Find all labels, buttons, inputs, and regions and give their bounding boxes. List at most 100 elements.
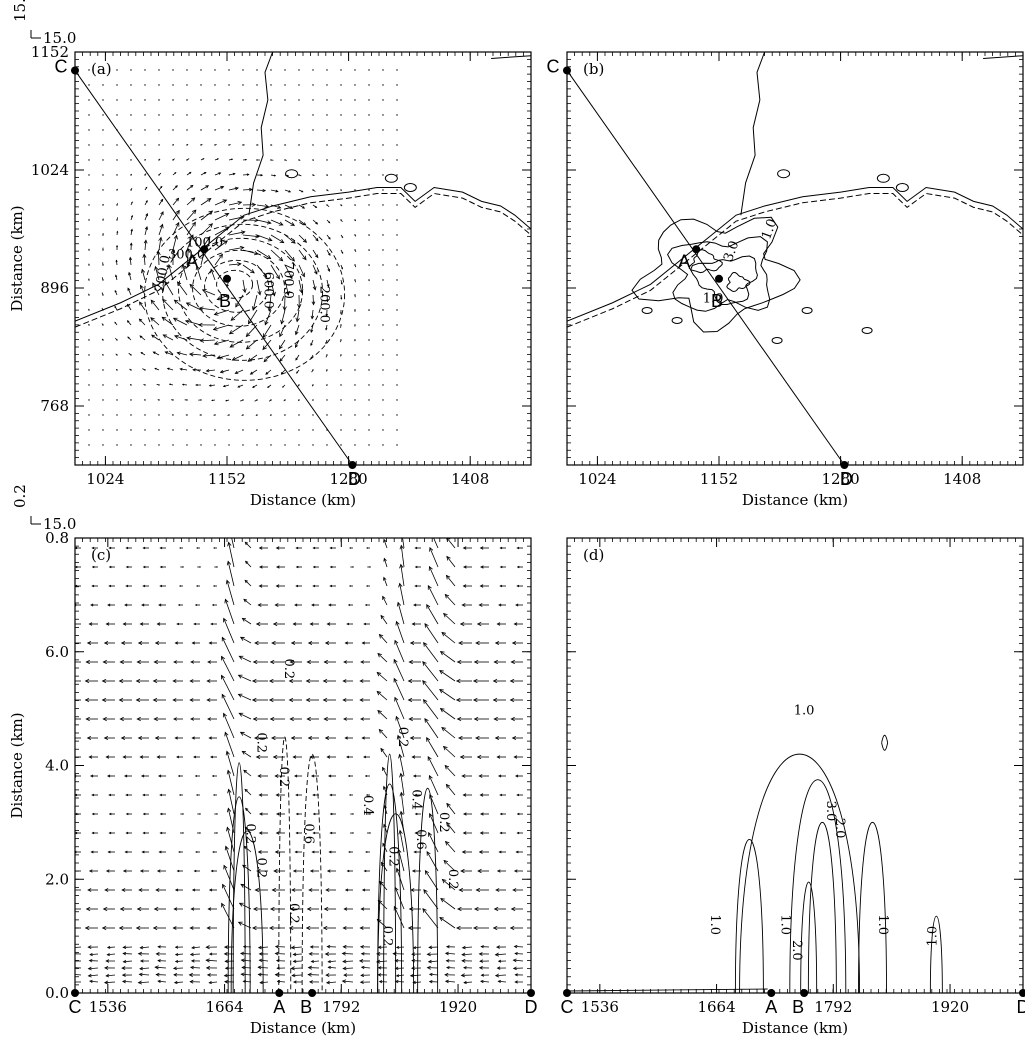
wind-vector — [256, 868, 268, 874]
wind-vector-dot — [354, 384, 356, 386]
wind-vector — [115, 353, 118, 356]
wind-vector — [326, 114, 328, 116]
wind-vector-shaft — [410, 974, 422, 977]
wind-vector-head — [328, 850, 332, 854]
wind-vector — [440, 897, 456, 910]
wind-vector-shaft — [128, 272, 132, 281]
wind-vector — [382, 84, 384, 86]
wind-vector-dot — [256, 159, 258, 161]
wind-vector — [325, 309, 329, 317]
wind-vector-shaft — [439, 670, 456, 682]
wind-vector-head — [213, 341, 219, 346]
wind-vector — [326, 414, 328, 416]
wind-vector — [368, 174, 370, 176]
wind-vector — [84, 697, 98, 703]
wind-vector-head — [427, 959, 432, 964]
wind-vector-shaft — [284, 249, 295, 262]
wind-vector — [291, 888, 302, 892]
wind-vector-head — [160, 211, 164, 216]
wind-vector-head — [280, 371, 284, 375]
wind-vector — [88, 84, 90, 86]
wind-vector — [208, 736, 217, 740]
wind-vector-shaft — [209, 384, 216, 387]
wind-vector — [257, 850, 268, 854]
wind-vector-head — [346, 869, 350, 873]
wind-vector-shaft — [223, 384, 230, 387]
coastline-dashed — [567, 192, 1023, 328]
panel-c — [74, 537, 532, 994]
wind-vector — [312, 565, 319, 569]
wind-vector — [326, 384, 328, 386]
wind-vector-head — [223, 240, 228, 245]
wind-vector-head — [205, 965, 211, 970]
wind-vector-shaft — [400, 545, 405, 568]
wind-vector-head — [142, 831, 146, 835]
wind-vector — [382, 324, 384, 326]
wind-vector — [326, 189, 329, 192]
wind-vector — [88, 99, 90, 101]
wind-vector — [212, 585, 217, 587]
wind-vector-shaft — [225, 599, 235, 625]
wind-vector-dot — [368, 354, 370, 356]
wind-vector — [102, 384, 104, 386]
wind-vector-dot — [354, 294, 356, 296]
wind-vector-dot — [340, 174, 342, 176]
wind-vector — [514, 973, 524, 977]
wind-vector-head — [399, 544, 404, 550]
wind-vector-dot — [144, 84, 146, 86]
wind-vector — [382, 99, 384, 101]
wind-vector-shaft — [240, 953, 252, 955]
wind-vector-shaft — [88, 974, 99, 977]
wind-vector — [422, 661, 439, 682]
wind-vector-dot — [340, 444, 342, 446]
wind-vector — [340, 429, 342, 431]
wind-vector — [91, 793, 98, 797]
wind-vector — [262, 339, 272, 351]
wind-vector-head — [444, 593, 450, 599]
wind-vector-head — [156, 755, 161, 759]
wind-vector-shaft — [242, 750, 252, 758]
wind-vector-head — [426, 965, 432, 970]
wind-vector — [270, 84, 272, 86]
wind-vector — [368, 309, 370, 311]
wind-vector-head — [189, 679, 194, 683]
wind-vector — [101, 678, 115, 684]
wind-vector-head — [262, 188, 267, 193]
wind-vector-shaft — [298, 234, 307, 243]
wind-vector-head — [71, 888, 74, 891]
wind-vector-dot — [270, 429, 272, 431]
wind-vector-dot — [340, 339, 342, 341]
wind-vector — [361, 641, 370, 645]
wind-vector-head — [427, 584, 432, 590]
wind-vector-head — [414, 546, 418, 550]
wind-vector — [91, 831, 98, 835]
wind-vector-shaft — [445, 980, 456, 983]
wind-vector — [200, 143, 203, 146]
wind-vector-head — [479, 793, 484, 797]
wind-vector-shaft — [310, 324, 314, 333]
wind-vector-dot — [88, 144, 90, 146]
wind-vector — [241, 617, 252, 625]
wind-vector — [137, 951, 150, 956]
wind-vector — [382, 204, 384, 206]
wind-vector — [206, 698, 217, 702]
wind-vector — [252, 659, 268, 665]
wind-vector — [377, 966, 388, 970]
wind-vector-shaft — [200, 172, 206, 176]
wind-vector-dot — [382, 369, 384, 371]
wind-vector — [382, 294, 384, 296]
condensate-contour — [807, 821, 837, 993]
wind-vector-head — [190, 965, 194, 970]
wind-vector — [186, 129, 188, 131]
wind-vector-head — [69, 660, 73, 664]
wind-vector-shaft — [182, 264, 188, 281]
wind-vector — [130, 214, 133, 221]
wind-vector-head — [153, 906, 159, 912]
wind-vector — [480, 565, 489, 569]
wind-vector-shaft — [425, 870, 439, 891]
wind-vector-shaft — [214, 213, 229, 221]
wind-vector — [268, 678, 285, 684]
wind-vector-head — [218, 253, 223, 259]
wind-vector-head — [151, 334, 155, 338]
wind-vector-dot — [102, 324, 104, 326]
